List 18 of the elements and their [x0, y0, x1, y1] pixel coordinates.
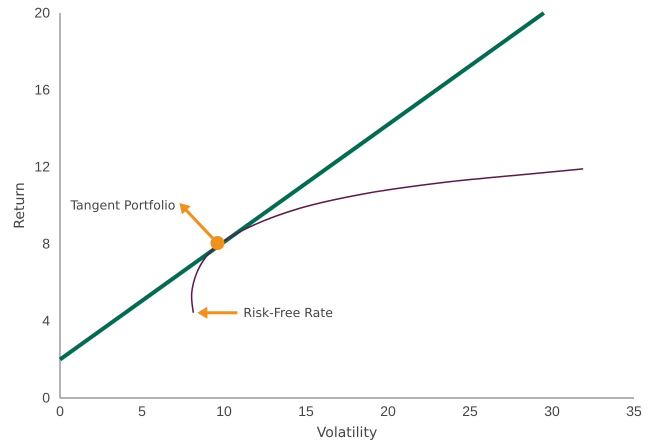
annotation: Tangent Portfolio: [69, 197, 176, 212]
x-tick-label: 25: [462, 402, 478, 419]
x-tick-label: 35: [626, 402, 642, 419]
y-tick-label: 0: [42, 389, 50, 406]
y-tick-label: 12: [34, 158, 50, 174]
annotation: Risk-Free Rate: [243, 305, 334, 320]
x-tick-label: 20: [380, 402, 396, 419]
x-axis-title: Volatility: [316, 425, 378, 441]
y-tick-label: 4: [42, 312, 50, 328]
x-tick-label: 10: [216, 402, 232, 419]
x-tick-label: 30: [544, 402, 560, 419]
x-tick-label: 5: [138, 402, 146, 419]
x-tick-label: 0: [56, 402, 64, 419]
y-tick-label: 16: [34, 81, 50, 98]
y-axis-title: Return: [12, 182, 28, 229]
x-tick-label: 15: [298, 402, 314, 419]
y-tick-label: 8: [42, 235, 50, 252]
y-tick-label: 20: [34, 4, 50, 20]
